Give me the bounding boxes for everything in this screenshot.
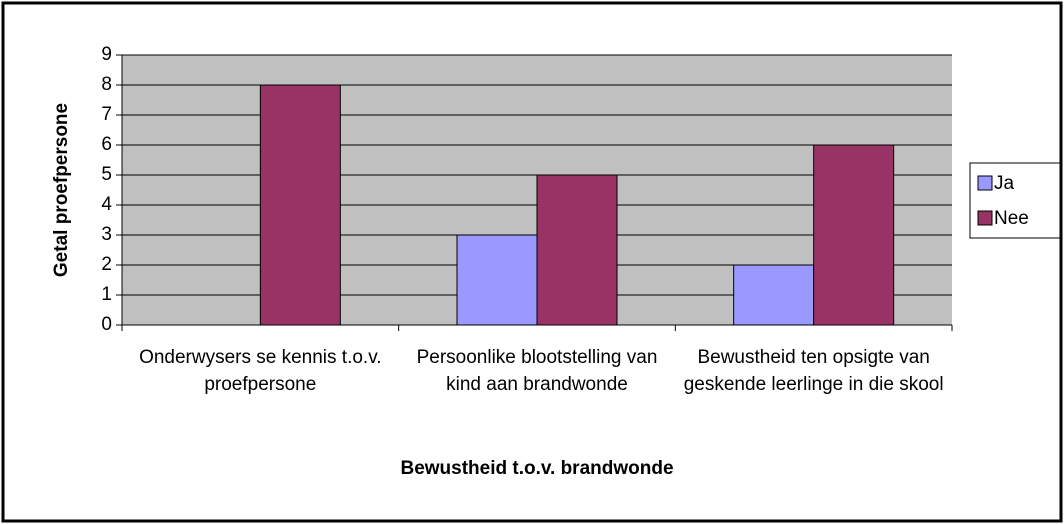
bar [536,174,618,326]
bar [259,84,341,326]
legend-label: Ja [994,173,1015,194]
legend-swatch [977,210,993,226]
y-tick-label: 4 [101,194,112,215]
y-axis-title: Getal proefpersone [51,103,72,277]
x-axis-title: Bewustheid t.o.v. brandwonde [400,458,674,479]
x-tick-label: Bewustheid ten opsigte van geskende leer… [683,347,944,395]
y-tick-label: 5 [101,164,112,185]
bar [813,144,895,326]
y-tick-label: 3 [101,224,112,245]
y-tick-label: 8 [101,74,112,95]
y-tick-label: 7 [101,104,112,125]
x-tick-label: Persoonlike blootstelling van kind aan b… [416,347,658,395]
legend-swatch [977,175,993,191]
y-tick-label: 6 [101,134,112,155]
y-tick-label: 1 [101,284,112,305]
y-tick-label: 0 [101,314,112,335]
y-tick-label: 9 [101,44,112,65]
y-tick-label: 2 [101,254,112,275]
x-tick-label: Onderwysers se kennis t.o.v. proefperson… [139,347,382,395]
bar [733,264,815,326]
bar [456,234,538,326]
legend-label: Nee [994,208,1029,229]
